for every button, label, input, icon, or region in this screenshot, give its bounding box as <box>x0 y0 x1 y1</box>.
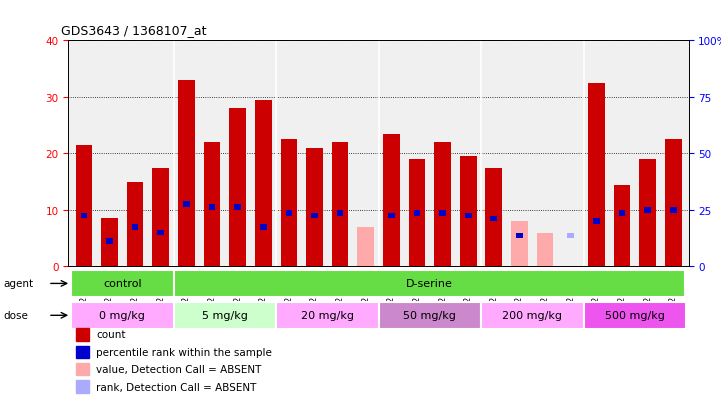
Bar <box>306 148 323 267</box>
Text: GDS3643 / 1368107_at: GDS3643 / 1368107_at <box>61 24 207 37</box>
Bar <box>152 168 169 267</box>
Bar <box>260 225 267 230</box>
Bar <box>76 146 92 267</box>
Bar <box>516 233 523 239</box>
Bar <box>157 230 164 236</box>
Bar <box>132 225 138 230</box>
FancyBboxPatch shape <box>481 302 583 329</box>
Text: 200 mg/kg: 200 mg/kg <box>503 311 562 320</box>
Bar <box>536 233 554 267</box>
Text: dose: dose <box>4 311 29 320</box>
Bar <box>485 168 502 267</box>
Bar <box>593 219 600 225</box>
Bar <box>511 222 528 267</box>
Text: 500 mg/kg: 500 mg/kg <box>605 311 665 320</box>
Text: 50 mg/kg: 50 mg/kg <box>403 311 456 320</box>
Bar <box>567 233 574 239</box>
FancyBboxPatch shape <box>174 302 276 329</box>
Bar <box>229 109 246 267</box>
FancyBboxPatch shape <box>379 302 481 329</box>
Bar <box>208 205 216 210</box>
Bar <box>106 239 112 244</box>
Text: agent: agent <box>4 279 34 289</box>
Text: rank, Detection Call = ABSENT: rank, Detection Call = ABSENT <box>96 382 256 392</box>
Bar <box>640 160 656 267</box>
Bar <box>280 140 297 267</box>
FancyBboxPatch shape <box>71 271 174 297</box>
FancyBboxPatch shape <box>276 302 379 329</box>
Text: count: count <box>96 330 125 339</box>
Bar <box>358 227 374 267</box>
Bar <box>409 160 425 267</box>
Bar <box>234 205 241 210</box>
Bar <box>460 157 477 267</box>
Text: 20 mg/kg: 20 mg/kg <box>301 311 354 320</box>
Bar <box>465 213 472 219</box>
Bar <box>81 213 87 219</box>
Bar <box>286 210 292 216</box>
Bar <box>203 143 221 267</box>
Text: 0 mg/kg: 0 mg/kg <box>99 311 145 320</box>
Bar <box>101 219 118 267</box>
Bar <box>619 210 625 216</box>
Text: value, Detection Call = ABSENT: value, Detection Call = ABSENT <box>96 364 261 374</box>
Bar <box>439 210 446 216</box>
Bar <box>588 83 605 267</box>
Text: D-serine: D-serine <box>406 279 453 289</box>
FancyBboxPatch shape <box>71 302 174 329</box>
Bar <box>665 140 681 267</box>
Bar <box>414 210 420 216</box>
Bar <box>645 208 651 213</box>
Bar <box>127 182 143 267</box>
Bar <box>178 81 195 267</box>
Text: control: control <box>103 279 141 289</box>
Bar <box>670 208 676 213</box>
Bar <box>383 134 399 267</box>
FancyBboxPatch shape <box>583 302 686 329</box>
Bar <box>337 210 343 216</box>
Bar <box>614 185 630 267</box>
Bar <box>332 143 348 267</box>
FancyBboxPatch shape <box>174 271 686 297</box>
Bar <box>255 100 272 267</box>
Bar <box>490 216 497 222</box>
Text: percentile rank within the sample: percentile rank within the sample <box>96 347 272 357</box>
Text: 5 mg/kg: 5 mg/kg <box>202 311 248 320</box>
Bar <box>388 213 394 219</box>
Bar <box>183 202 190 208</box>
Bar <box>311 213 318 219</box>
Bar <box>434 143 451 267</box>
